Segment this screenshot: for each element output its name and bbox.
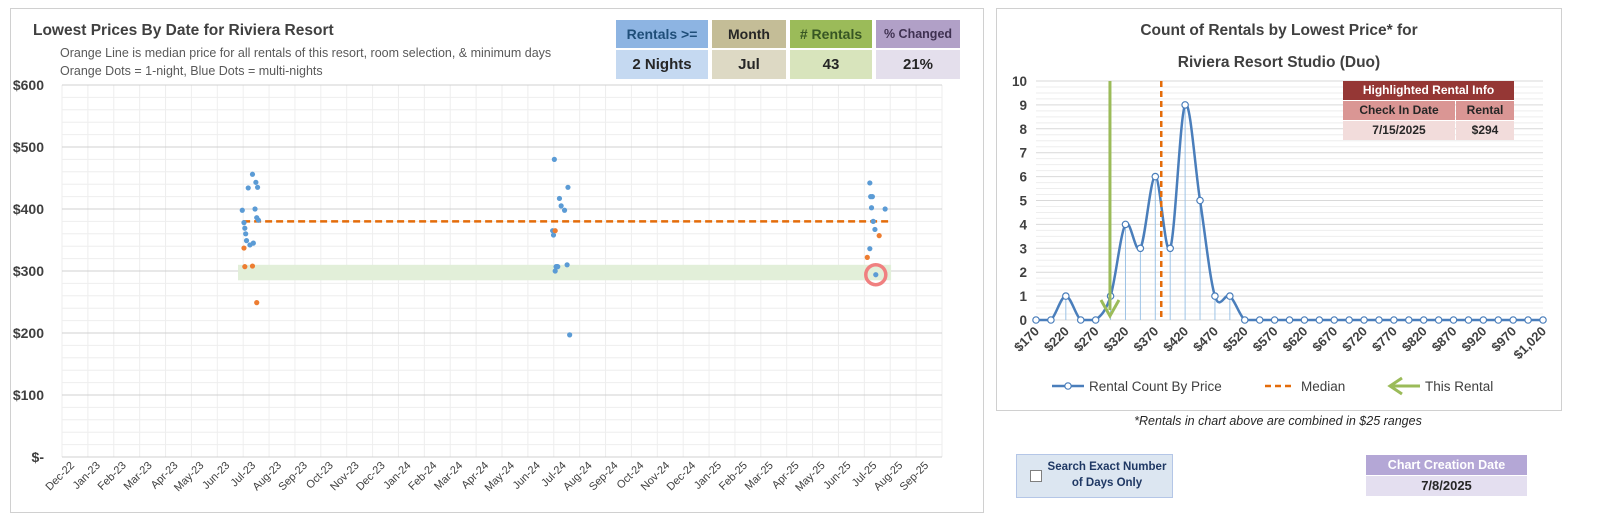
multi-night-point [561,207,568,213]
highlight-table-row: 7/15/2025 $294 [1343,121,1514,140]
y-tick-label: $600 [13,77,44,93]
price-scatter-panel [10,8,984,513]
multi-night-point [243,238,250,244]
kpi-label: % Changed [876,20,960,48]
multi-night-point [870,218,876,224]
multi-night-point [243,231,249,237]
x-tick-label: Dec-24 [665,460,699,494]
multi-night-point [558,203,564,209]
kpi-percent-changed: % Changed 21% [876,20,960,79]
search-exact-days-control[interactable] [1016,454,1173,498]
multi-night-point [556,195,563,202]
multi-night-point [882,206,888,212]
kpi-label: # Rentals [790,20,872,48]
left-chart-title: Lowest Prices By Date for Riviera Resort [33,22,334,39]
one-night-point [241,245,247,251]
left-chart-subtitle-1: Orange Line is median price for all rent… [60,46,552,60]
multi-night-point [565,184,571,190]
multi-night-point [867,246,873,252]
multi-night-point [867,180,873,186]
multi-night-point [239,207,245,213]
kpi-rentals-min: Rentals >= 2 Nights [616,20,708,79]
kpi-value: 21% [876,50,960,79]
multi-night-point [253,179,259,185]
multi-night-point [555,264,561,270]
multi-night-point [254,184,261,190]
kpi-value: Jul [712,50,786,79]
highlight-table-header: Check In Date Rental Price [1343,101,1514,136]
one-night-point [876,233,882,239]
kpi-month: Month Jul [712,20,786,79]
one-night-point [864,254,870,260]
multi-night-point [551,156,557,162]
one-night-point [249,263,256,269]
y-tick-label: $- [32,449,45,465]
right-chart-title-1: Count of Rentals by Lowest Price* for [1140,22,1418,39]
chart-creation-date-label: Chart Creation Date [1366,455,1527,475]
y-tick-label: $500 [13,139,44,155]
multi-night-point [242,225,248,231]
one-night-point [254,300,260,306]
multi-night-point [250,240,256,246]
multi-night-point [564,262,570,268]
x-tick-label: Sep-25 [898,460,932,494]
highlighted-rental-marker [864,262,888,287]
chart-creation-date-value: 7/8/2025 [1366,476,1527,496]
multi-night-point [550,232,557,238]
price-scatter-chart: $-$100$200$300$400$500$600Dec-22Jan-23Fe… [13,77,943,494]
kpi-value: 43 [790,50,872,79]
multi-night-point [249,171,256,177]
kpi-value: 2 Nights [616,50,708,79]
multi-night-point [567,332,573,338]
x-tick-label: Mar-23 [122,460,155,493]
left-chart-subtitle-2: Orange Dots = 1-night, Blue Dots = multi… [60,64,323,78]
search-exact-days-checkbox[interactable] [1030,470,1042,482]
multi-night-point [245,185,251,191]
x-tick-label: Mar-25 [743,460,776,493]
multi-night-point [552,268,558,274]
multi-night-point [873,272,879,278]
y-tick-label: $300 [13,263,44,279]
kpi-label: Rentals >= [616,20,708,48]
one-night-point [552,228,558,234]
multi-night-point [255,217,262,223]
x-tick-label: Jun-24 [511,460,543,492]
y-tick-label: $400 [13,201,44,217]
kpi-rental-count: # Rentals 43 [790,20,872,79]
footnote: *Rentals in chart above are combined in … [1134,414,1422,428]
x-tick-label: Dec-22 [43,460,77,494]
right-chart-title-2: Riviera Resort Studio (Duo) [1177,54,1381,71]
y-tick-label: $200 [13,325,44,341]
multi-night-point [252,206,258,212]
multi-night-point [872,226,878,233]
x-tick-label: Sep-23 [276,460,310,494]
rental-price-header: Rental Price [1456,101,1514,136]
search-exact-days-label: Search Exact Number of Days Only [1047,461,1167,489]
x-tick-label: Jun-23 [200,460,232,492]
one-night-point [242,264,248,270]
x-tick-label: Sep-24 [587,460,621,494]
y-tick-label: $100 [13,387,44,403]
rental-price-value: $294 [1456,121,1514,140]
check-in-date-value: 7/15/2025 [1343,121,1455,140]
x-tick-label: Dec-23 [354,460,388,494]
x-tick-label: Mar-24 [432,460,465,493]
highlight-table-title: Highlighted Rental Info [1343,81,1514,100]
check-in-date-header: Check In Date [1343,101,1455,120]
multi-night-point [868,205,875,211]
x-tick-label: Jun-25 [821,460,853,492]
kpi-label: Month [712,20,786,48]
price-band [238,264,892,281]
multi-night-point [241,220,247,226]
multi-night-point [869,194,875,200]
highlight-table: Highlighted Rental Info Check In Date Re… [1343,81,1514,140]
